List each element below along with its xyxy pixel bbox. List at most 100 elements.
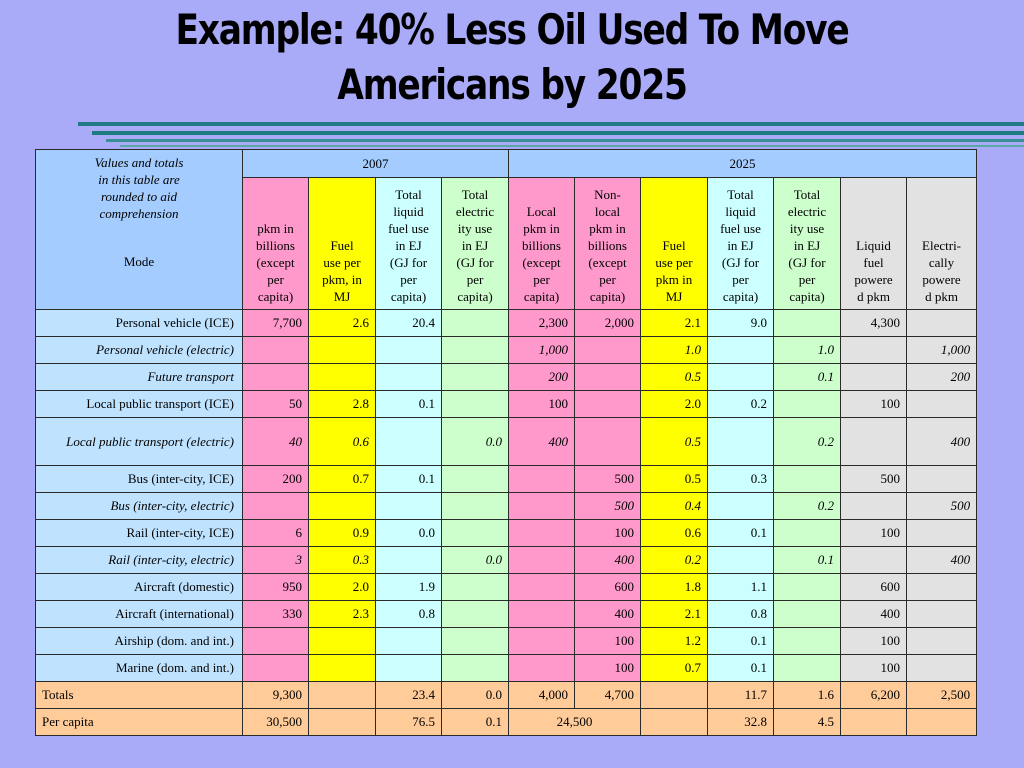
cell-liquid-fuel-2025: 0.3 [707,465,774,493]
cell-fuel-use-2007 [308,363,376,391]
mode-column-header: Mode [123,254,155,269]
mode-cell: Aircraft (international) [35,600,243,628]
per-capita-row-cell [840,708,907,736]
cell-electricity-2025 [773,309,841,337]
totals-row-cell [308,681,376,709]
mode-cell: Aircraft (domestic) [35,573,243,601]
mode-cell: Future transport [35,363,243,391]
column-header-line: cally [928,255,955,270]
cell-electricity-2025: 0.2 [773,417,841,466]
cell-electricity-2025 [773,654,841,682]
cell-fuel-use-2025: 2.0 [640,390,708,418]
cell-fuel-use-2025: 0.5 [640,417,708,466]
table-row: Local public transport (ICE) 50 2.8 0.1 100 2… [35,390,978,418]
cell-local-pkm-2025 [508,654,575,682]
cell-liquid-powered-pkm-2025: 100 [840,390,907,418]
cell-electricity-2007 [441,519,509,547]
cell-fuel-use-2007: 0.7 [308,465,376,493]
cell-electricity-2025 [773,390,841,418]
cell-fuel-use-2007: 0.6 [308,417,376,466]
cell-local-pkm-2025 [508,600,575,628]
column-header-line: capita) [722,289,759,304]
column-header-line: local [594,204,621,219]
title-rule [106,139,1024,142]
column-header-line: Local [526,204,557,219]
cell-liquid-powered-pkm-2025 [840,336,907,364]
column-header-line: Liquid [856,238,891,253]
column-header-line: pkm in [589,221,626,236]
cell-electricity-2007: 0.0 [441,546,509,574]
per-capita-row-cell [308,708,376,736]
cell-pkm-2007: 950 [242,573,309,601]
totals-row-cell: 4,700 [574,681,641,709]
column-header-line: per [400,272,417,287]
cell-liquid-powered-pkm-2025 [840,546,907,574]
column-header-line: Total [793,187,821,202]
cell-electricity-2007 [441,654,509,682]
totals-row: Totals 9,300 23.4 0.0 4,000 4,700 11.7 1.6 6,200… [35,681,978,709]
cell-nonlocal-pkm-2025: 400 [574,600,641,628]
cell-fuel-use-2025: 2.1 [640,600,708,628]
column-header-line: ity use [789,221,825,236]
cell-fuel-use-2025: 0.2 [640,546,708,574]
cell-electric-powered-pkm-2025: 500 [905,492,978,520]
per-capita-row-cell: 30,500 [242,708,309,736]
cell-liquid-fuel-2007 [375,417,442,466]
table-corner-header: Values and totals in this table are rounde… [35,149,243,310]
column-header-line: Total [461,187,489,202]
mode-cell: Rail (inter-city, electric) [35,546,243,574]
column-header-liquid-fuel-2007: Total liquid fuel use in EJ (GJ for per capita… [375,177,442,310]
cell-local-pkm-2025: 1,000 [508,336,575,364]
cell-liquid-fuel-2025: 0.1 [707,627,774,655]
mode-cell: Airship (dom. and int.) [35,627,243,655]
rounding-note-line: in this table are [98,172,180,187]
energy-table: Values and totals in this table are rounde… [35,149,978,736]
column-header-line: liquid [725,204,756,219]
cell-nonlocal-pkm-2025 [574,390,641,418]
cell-nonlocal-pkm-2025: 100 [574,654,641,682]
per-capita-row-cell: 32.8 [707,708,774,736]
column-header-fuel-use-2007: Fuel use per pkm, in MJ [308,177,376,310]
column-header-line: d pkm [857,289,890,304]
cell-electricity-2025: 0.2 [773,492,841,520]
cell-electricity-2007 [441,363,509,391]
column-header-line: capita) [390,289,427,304]
column-header-line: electric [455,204,495,219]
column-header-line: capita) [789,289,825,304]
cell-nonlocal-pkm-2025 [574,336,641,364]
title-rule [120,145,1024,147]
column-header-line: per [533,272,550,287]
mode-cell: Personal vehicle (ICE) [35,309,243,337]
mode-cell: Local public transport (electric) [35,417,243,466]
cell-fuel-use-2025: 0.4 [640,492,708,520]
cell-fuel-use-2025: 1.8 [640,573,708,601]
cell-pkm-2007 [242,654,309,682]
cell-nonlocal-pkm-2025 [574,417,641,466]
column-header-line: capita) [257,289,294,304]
cell-liquid-powered-pkm-2025: 100 [840,627,907,655]
cell-pkm-2007: 200 [242,465,309,493]
cell-liquid-fuel-2025: 9.0 [707,309,774,337]
cell-fuel-use-2025: 0.7 [640,654,708,682]
cell-electric-powered-pkm-2025: 400 [905,417,978,466]
rounding-note: Values and totals in this table are rounde… [37,154,242,222]
cell-local-pkm-2025: 400 [508,417,575,466]
cell-electricity-2025: 0.1 [773,546,841,574]
cell-pkm-2007: 40 [242,417,309,466]
column-header-electricity-2025: Total electric ity use in EJ (GJ for per capit… [773,177,841,310]
cell-fuel-use-2007: 0.3 [308,546,376,574]
cell-liquid-fuel-2007 [375,654,442,682]
column-header-line: pkm in [523,221,560,236]
cell-nonlocal-pkm-2025: 500 [574,492,641,520]
column-header-line: Total [395,187,422,202]
cell-pkm-2007 [242,627,309,655]
cell-electricity-2007 [441,465,509,493]
column-header-line: in EJ [793,238,821,253]
column-header-local-pkm-2025: Local pkm in billions (except per capita) [508,177,575,310]
cell-liquid-fuel-2007: 0.8 [375,600,442,628]
cell-pkm-2007: 50 [242,390,309,418]
title-line-2: Americans by 2025 [337,60,688,109]
cell-local-pkm-2025 [508,573,575,601]
cell-local-pkm-2025 [508,519,575,547]
column-header-line: billions [587,238,627,253]
